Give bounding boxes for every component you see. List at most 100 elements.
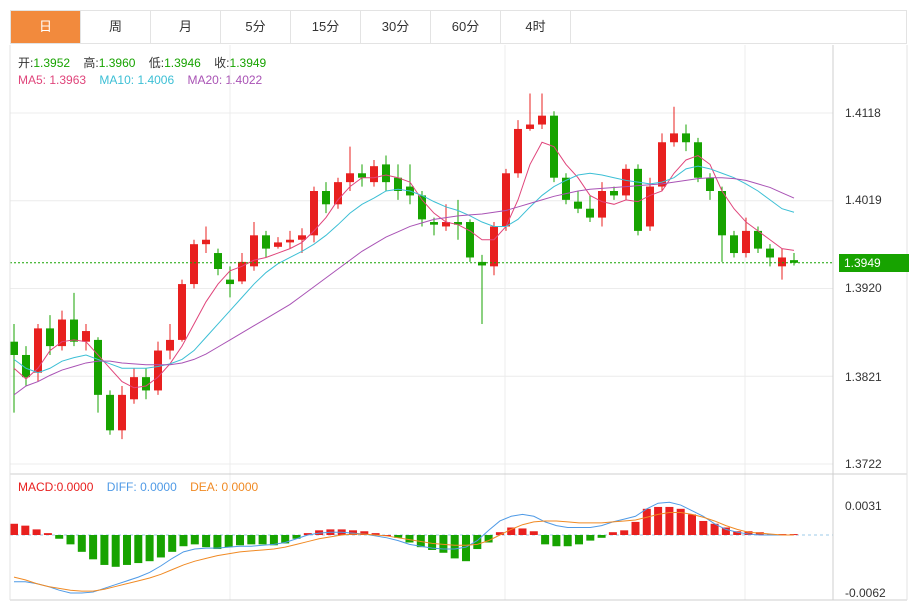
open-label: 开:: [18, 56, 34, 70]
current-price-label: 1.3949: [839, 254, 909, 272]
candle-body-38: [466, 222, 474, 258]
macd-bar-7: [89, 535, 98, 560]
macd-bar-31: [360, 531, 369, 535]
candle-body-49: [598, 191, 606, 218]
candle-body-50: [610, 191, 618, 196]
macd-bar-62: [710, 523, 719, 535]
macd-value: 0.0000: [56, 480, 94, 494]
candle-body-58: [706, 177, 714, 191]
dea-value: 0.0000: [221, 480, 259, 494]
candle-body-56: [682, 133, 690, 143]
candle-body-26: [322, 191, 330, 205]
candle-body-16: [202, 239, 210, 245]
macd-bar-22: [258, 535, 267, 545]
candle-body-25: [310, 191, 318, 236]
macd-bar-19: [224, 535, 233, 548]
candle-body-2: [34, 328, 42, 373]
candle-body-39: [478, 261, 486, 266]
macd-tick-0: 0.0031: [845, 499, 882, 513]
price-tick-3: 1.3821: [845, 370, 882, 384]
candle-body-61: [742, 230, 750, 254]
macd-bar-6: [77, 535, 86, 552]
price-tick-4: 1.3722: [845, 457, 882, 471]
candle-body-51: [622, 168, 630, 196]
macd-bar-17: [202, 535, 211, 548]
tab-60min[interactable]: 60分: [431, 11, 501, 43]
candle-body-13: [166, 339, 174, 351]
close-label: 收:: [214, 56, 230, 70]
macd-bar-64: [733, 531, 742, 535]
macd-bar-32: [371, 533, 380, 535]
macd-bar-50: [575, 535, 583, 545]
candle-body-55: [670, 133, 678, 143]
macd-bar-21: [247, 535, 256, 545]
candle-body-59: [718, 191, 726, 236]
tab-30min[interactable]: 30分: [361, 11, 431, 43]
diff-label: DIFF:: [106, 480, 137, 494]
ma10-line: [13, 165, 795, 374]
candles: [10, 93, 798, 440]
ma-readout: MA5: 1.3963 MA10: 1.4006 MA20: 1.4022: [18, 73, 272, 87]
close-value: 1.3949: [229, 56, 267, 70]
macd-bar-8: [100, 535, 109, 565]
candle-body-46: [562, 177, 570, 200]
macd-bar-4: [55, 535, 64, 539]
candle-body-41: [502, 173, 510, 227]
price-tick-0: 1.4118: [845, 106, 881, 120]
candle-body-23: [286, 239, 294, 243]
macd-bar-57: [654, 506, 663, 535]
candle-body-8: [106, 394, 114, 431]
candle-body-3: [46, 328, 54, 347]
macd-readout: MACD:0.0000 DIFF: 0.0000 DEA: 0.0000: [18, 480, 268, 494]
macd-bar-0: [10, 523, 18, 535]
macd-bar-46: [529, 531, 538, 535]
candle-body-42: [514, 128, 522, 174]
tab-5min[interactable]: 5分: [221, 11, 291, 43]
macd-bar-58: [665, 506, 674, 535]
ma5-label: MA5:: [18, 73, 47, 87]
candle-body-32: [394, 177, 402, 191]
candle-body-35: [430, 222, 438, 225]
macd-bar-11: [134, 535, 143, 564]
macd-bar-60: [688, 514, 696, 535]
candle-body-31: [382, 164, 390, 183]
macd-bar-5: [66, 535, 75, 545]
low-value: 1.3946: [164, 56, 201, 70]
candle-body-20: [250, 235, 258, 267]
candle-body-36: [442, 222, 450, 227]
macd-bar-37: [428, 535, 437, 550]
macd-bar-23: [269, 535, 278, 546]
macd-bar-51: [586, 535, 595, 541]
candle-body-34: [418, 195, 426, 220]
tab-15min[interactable]: 15分: [291, 11, 361, 43]
ma20-line: [13, 177, 795, 396]
macd-bar-20: [236, 535, 244, 546]
candle-body-29: [358, 173, 366, 178]
macd-bar-55: [631, 521, 640, 535]
candle-body-24: [298, 235, 306, 240]
macd-bar-44: [507, 527, 516, 535]
candle-body-60: [730, 235, 738, 254]
y-axis: 1.4118 1.4019 1.3920 1.3821 1.3722 0.003…: [9, 45, 908, 601]
candle-body-47: [574, 201, 582, 209]
tab-day[interactable]: 日: [11, 11, 81, 43]
macd-bar-42: [484, 535, 493, 543]
macd-bar-49: [563, 535, 572, 547]
macd-bar-39: [450, 535, 459, 559]
open-value: 1.3952: [33, 56, 71, 70]
candle-body-21: [262, 235, 270, 249]
candle-body-18: [226, 279, 234, 285]
candle-body-15: [190, 244, 198, 285]
macd-bar-54: [620, 530, 629, 535]
price-tick-2: 1.3920: [845, 281, 882, 295]
macd-bar-43: [495, 532, 504, 535]
macd-bar-48: [552, 535, 561, 547]
macd-bar-41: [473, 535, 482, 550]
candle-body-7: [94, 339, 102, 395]
dea-line: [13, 512, 794, 592]
macd-bar-2: [32, 529, 41, 535]
tab-month[interactable]: 月: [151, 11, 221, 43]
tab-4hour[interactable]: 4时: [501, 11, 571, 43]
candle-body-65: [790, 260, 798, 263]
tab-week[interactable]: 周: [81, 11, 151, 43]
